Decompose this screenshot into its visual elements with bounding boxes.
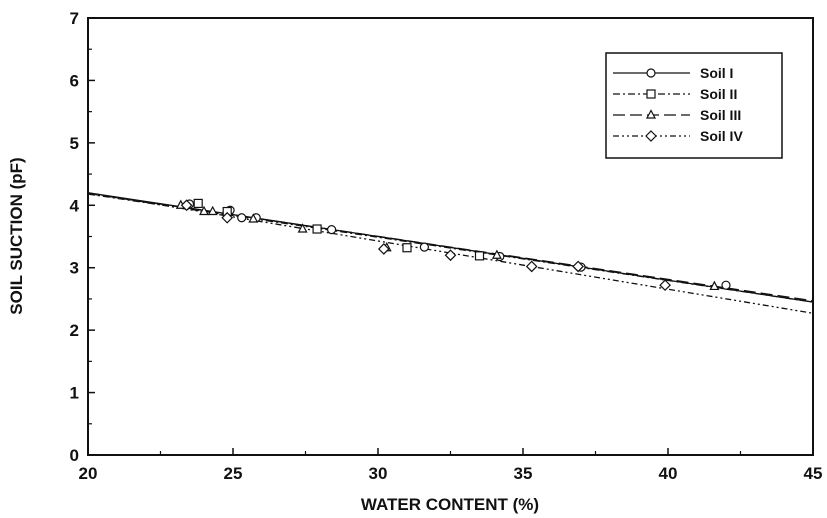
data-point-series-4 — [377, 243, 390, 255]
fit-line-series-3 — [87, 192, 814, 302]
data-point-series-2 — [474, 251, 485, 261]
x-tick-label: 30 — [369, 464, 388, 483]
data-point-series-4 — [525, 260, 538, 273]
fit-lines — [87, 192, 814, 314]
data-point-series-3 — [709, 280, 720, 291]
data-point-series-2 — [402, 243, 412, 253]
y-tick-label: 5 — [70, 134, 79, 153]
data-point-series-1 — [419, 242, 429, 252]
legend-label-series-2: Soil II — [700, 86, 737, 102]
x-tick-label: 45 — [804, 464, 823, 483]
y-tick-label: 1 — [70, 384, 79, 403]
data-point-series-3 — [207, 205, 218, 216]
data-point-series-3 — [199, 205, 209, 216]
data-point-series-4 — [659, 279, 671, 292]
x-tick-label: 20 — [79, 464, 98, 483]
y-tick-label: 3 — [70, 259, 79, 278]
legend-label-series-4: Soil IV — [700, 128, 743, 144]
legend-box — [605, 52, 783, 159]
legend-label-series-1: Soil I — [700, 65, 733, 81]
y-tick-label: 6 — [70, 71, 79, 90]
x-tick-label: 25 — [224, 464, 243, 483]
x-axis-title: WATER CONTENT (%) — [361, 495, 539, 514]
y-tick-label: 7 — [70, 9, 79, 28]
legend: Soil I Soil II Soil III Soil IV — [605, 52, 783, 159]
data-point-series-1 — [721, 280, 731, 290]
fit-line-series-2 — [87, 193, 814, 303]
legend-marker-series-4 — [645, 130, 657, 142]
fit-line-series-4 — [87, 192, 814, 314]
y-tick-label: 2 — [70, 321, 79, 340]
legend-marker-series-3 — [646, 109, 656, 119]
legend-label-series-3: Soil III — [700, 107, 741, 123]
data-point-series-3 — [248, 213, 259, 223]
data-point-series-3 — [297, 223, 308, 233]
legend-marker-series-1 — [646, 68, 656, 78]
y-tick-label: 0 — [70, 446, 79, 465]
data-point-series-3 — [491, 249, 502, 259]
legend-marker-series-2 — [646, 89, 656, 99]
y-tick-label: 4 — [70, 196, 80, 215]
y-axis-title: SOIL SUCTION (pF) — [7, 157, 26, 314]
data-point-series-1 — [327, 225, 337, 235]
axis-ticks — [87, 17, 814, 456]
data-point-series-2 — [312, 224, 322, 234]
data-point-series-2 — [193, 198, 203, 209]
data-point-series-4 — [572, 260, 584, 273]
x-tick-label: 35 — [514, 464, 533, 483]
x-tick-label: 40 — [659, 464, 678, 483]
data-markers — [175, 198, 731, 292]
data-point-series-1 — [237, 213, 247, 223]
data-point-series-4 — [221, 211, 234, 224]
data-point-series-4 — [444, 249, 457, 262]
data-point-series-4 — [180, 199, 193, 212]
